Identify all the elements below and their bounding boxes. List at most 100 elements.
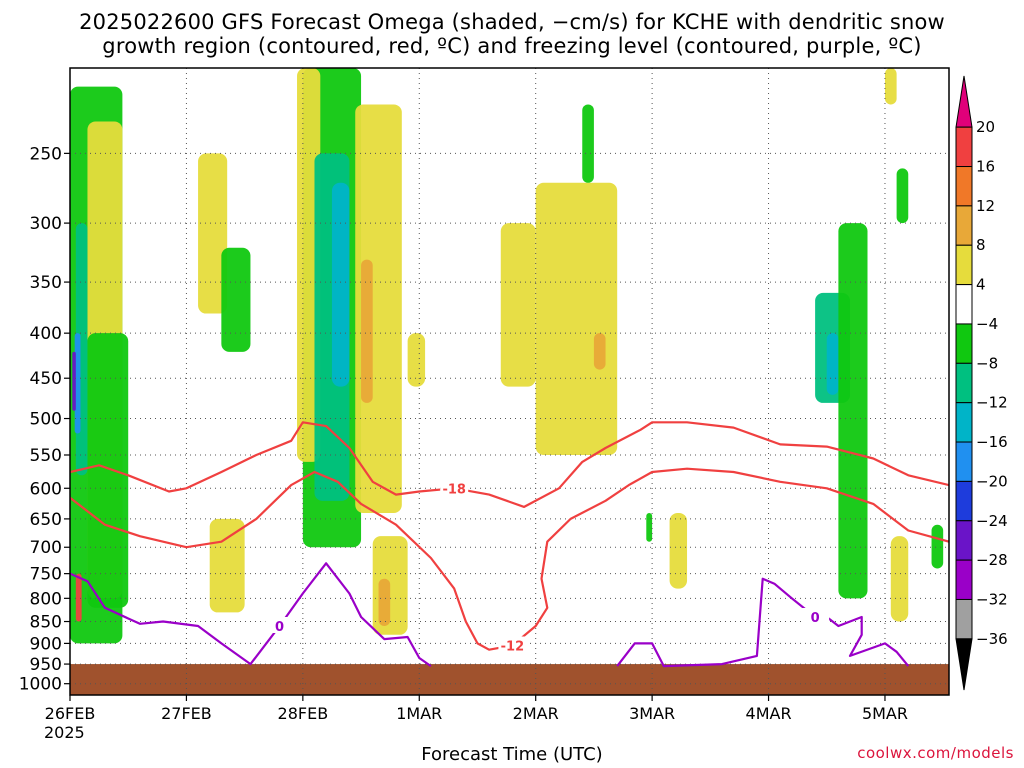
y-tick-label: 450: [30, 369, 62, 389]
contour-label: -18: [442, 482, 466, 497]
y-tick-label: 650: [30, 510, 62, 530]
y-tick-label: 400: [30, 324, 62, 344]
colorbar-swatch: [955, 559, 973, 600]
omega-region: [535, 182, 618, 455]
contour-line: [616, 577, 910, 668]
colorbar-label: 8: [976, 236, 986, 254]
colorbar-swatch: [955, 362, 973, 404]
omega-region: [500, 223, 536, 387]
omega-region: [884, 68, 897, 105]
colorbar-top-arrow: [955, 75, 973, 128]
omega-region: [75, 573, 82, 622]
colorbar-bottom-arrow: [955, 638, 973, 691]
omega-region: [931, 524, 944, 569]
colorbar-label: 4: [976, 276, 986, 294]
y-tick-label: 250: [30, 144, 62, 164]
omega-region: [221, 247, 251, 352]
x-tick-label: 5MAR: [862, 704, 908, 723]
colorbar-label: −24: [976, 512, 1008, 530]
omega-region: [87, 333, 129, 608]
y-axis: 250 300 350 400 450 500 550 600 650 700 750 800 850 9…: [19, 144, 70, 695]
x-tick-label: 3MAR: [629, 704, 675, 723]
omega-region: [646, 512, 653, 542]
contour-label-bg: [265, 616, 294, 633]
colorbar-swatch: [955, 284, 973, 325]
colorbar-swatch: [955, 402, 973, 443]
omega-region: [361, 259, 373, 403]
omega-region: [669, 512, 688, 589]
contour-label-bg: [498, 636, 527, 653]
x-tick-label: 1MAR: [396, 704, 442, 723]
contour-line: [70, 421, 949, 508]
omega-region: [593, 333, 606, 370]
omega-region: [72, 351, 76, 411]
colorbar-label: −12: [976, 394, 1008, 412]
x-tick-label: 4MAR: [746, 704, 792, 723]
x-axis-label: Forecast Time (UTC): [421, 744, 603, 765]
contour-label: 0: [275, 620, 284, 635]
omega-region: [355, 104, 402, 513]
omega-region: [890, 536, 909, 622]
x-axis: 26FEB 27FEB 28FEB 1MAR 2MAR 3MAR 4MAR 5MAR: [45, 695, 908, 723]
omega-region: [209, 518, 245, 613]
colorbar-swatch: [955, 598, 973, 640]
colorbar-swatch: [955, 166, 973, 207]
y-tick-label: 300: [30, 214, 62, 234]
x-tick-label: 26FEB: [45, 704, 96, 723]
omega-shading: [70, 68, 944, 644]
ground-layer: [70, 664, 949, 695]
contour-lines: -18 -12 0 0: [70, 421, 949, 668]
omega-region: [378, 578, 391, 626]
colorbar-swatch: [955, 520, 973, 561]
y-tick-label: 950: [30, 655, 62, 675]
y-tick-label: 1000: [19, 675, 62, 695]
x-axis-year: 2025: [44, 723, 85, 742]
omega-region: [198, 153, 228, 314]
colorbar-label: −16: [976, 433, 1008, 451]
chart-title-line-2: growth region (contoured, red, ºC) and f…: [102, 34, 922, 58]
omega-region: [826, 333, 839, 395]
y-tick-label: 500: [30, 410, 62, 430]
y-tick-label: 750: [30, 565, 62, 585]
contour-label-bg: [801, 607, 830, 624]
colorbar-swatch: [955, 244, 973, 286]
colorbar-swatch: [955, 441, 973, 482]
x-tick-label: 27FEB: [161, 704, 212, 723]
contour-label: 0: [811, 611, 820, 626]
colorbar-swatch: [955, 323, 973, 364]
plot-frame: [69, 67, 950, 696]
omega-region: [838, 223, 868, 599]
omega-region: [331, 182, 350, 387]
chart-title-line-1: 2025022600 GFS Forecast Omega (shaded, −…: [79, 10, 945, 34]
contour-label: -12: [501, 640, 525, 655]
contour-label-bg: [440, 479, 469, 496]
y-tick-label: 350: [30, 273, 62, 293]
omega-region: [407, 333, 426, 387]
colorbar-label: −4: [976, 315, 998, 333]
y-tick-label: 550: [30, 446, 62, 466]
colorbar-label: −28: [976, 551, 1008, 569]
omega-region: [896, 168, 909, 224]
colorbar-swatch: [955, 205, 973, 246]
omega-region: [582, 104, 594, 183]
colorbar-swatch: [955, 126, 973, 168]
y-tick-label: 700: [30, 538, 62, 558]
credit-link[interactable]: coolwx.com/models: [857, 744, 1014, 762]
x-tick-label: 2MAR: [513, 704, 559, 723]
ground-fill: [70, 664, 949, 695]
x-tick-label: 28FEB: [278, 704, 329, 723]
colorbar-label: −20: [976, 472, 1008, 490]
omega-region: [74, 333, 81, 434]
colorbar-label: 12: [976, 197, 995, 215]
y-tick-label: 600: [30, 479, 62, 499]
y-tick-label: 850: [30, 613, 62, 633]
colorbar-label: 16: [976, 158, 995, 176]
colorbar-swatch: [955, 480, 973, 522]
colorbar-label: −8: [976, 354, 998, 372]
colorbar-label: −32: [976, 590, 1008, 608]
y-tick-label: 800: [30, 589, 62, 609]
colorbar: 20 16 12 8 4 −4 −8 −12 −16 −20 −24 −28 −32 −36: [955, 75, 1008, 691]
colorbar-label: −36: [976, 630, 1008, 648]
colorbar-label: 20: [976, 118, 995, 136]
